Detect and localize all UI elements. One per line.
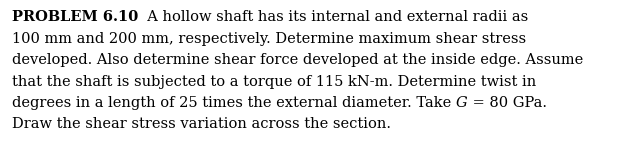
Text: Draw the shear stress variation across the section.: Draw the shear stress variation across t…	[12, 117, 391, 132]
Text: PROBLEM 6.10: PROBLEM 6.10	[12, 10, 139, 24]
Text: developed. Also determine shear force developed at the inside edge. Assume: developed. Also determine shear force de…	[12, 53, 583, 67]
Text: 100 mm and 200 mm, respectively. Determine maximum shear stress: 100 mm and 200 mm, respectively. Determi…	[12, 32, 526, 45]
Text: G: G	[456, 96, 467, 110]
Text: A hollow shaft has its internal and external radii as: A hollow shaft has its internal and exte…	[139, 10, 529, 24]
Text: = 80 GPa.: = 80 GPa.	[467, 96, 547, 110]
Text: that the shaft is subjected to a torque of 115 kN-m. Determine twist in: that the shaft is subjected to a torque …	[12, 75, 536, 88]
Text: degrees in a length of 25 times the external diameter. Take: degrees in a length of 25 times the exte…	[12, 96, 456, 110]
